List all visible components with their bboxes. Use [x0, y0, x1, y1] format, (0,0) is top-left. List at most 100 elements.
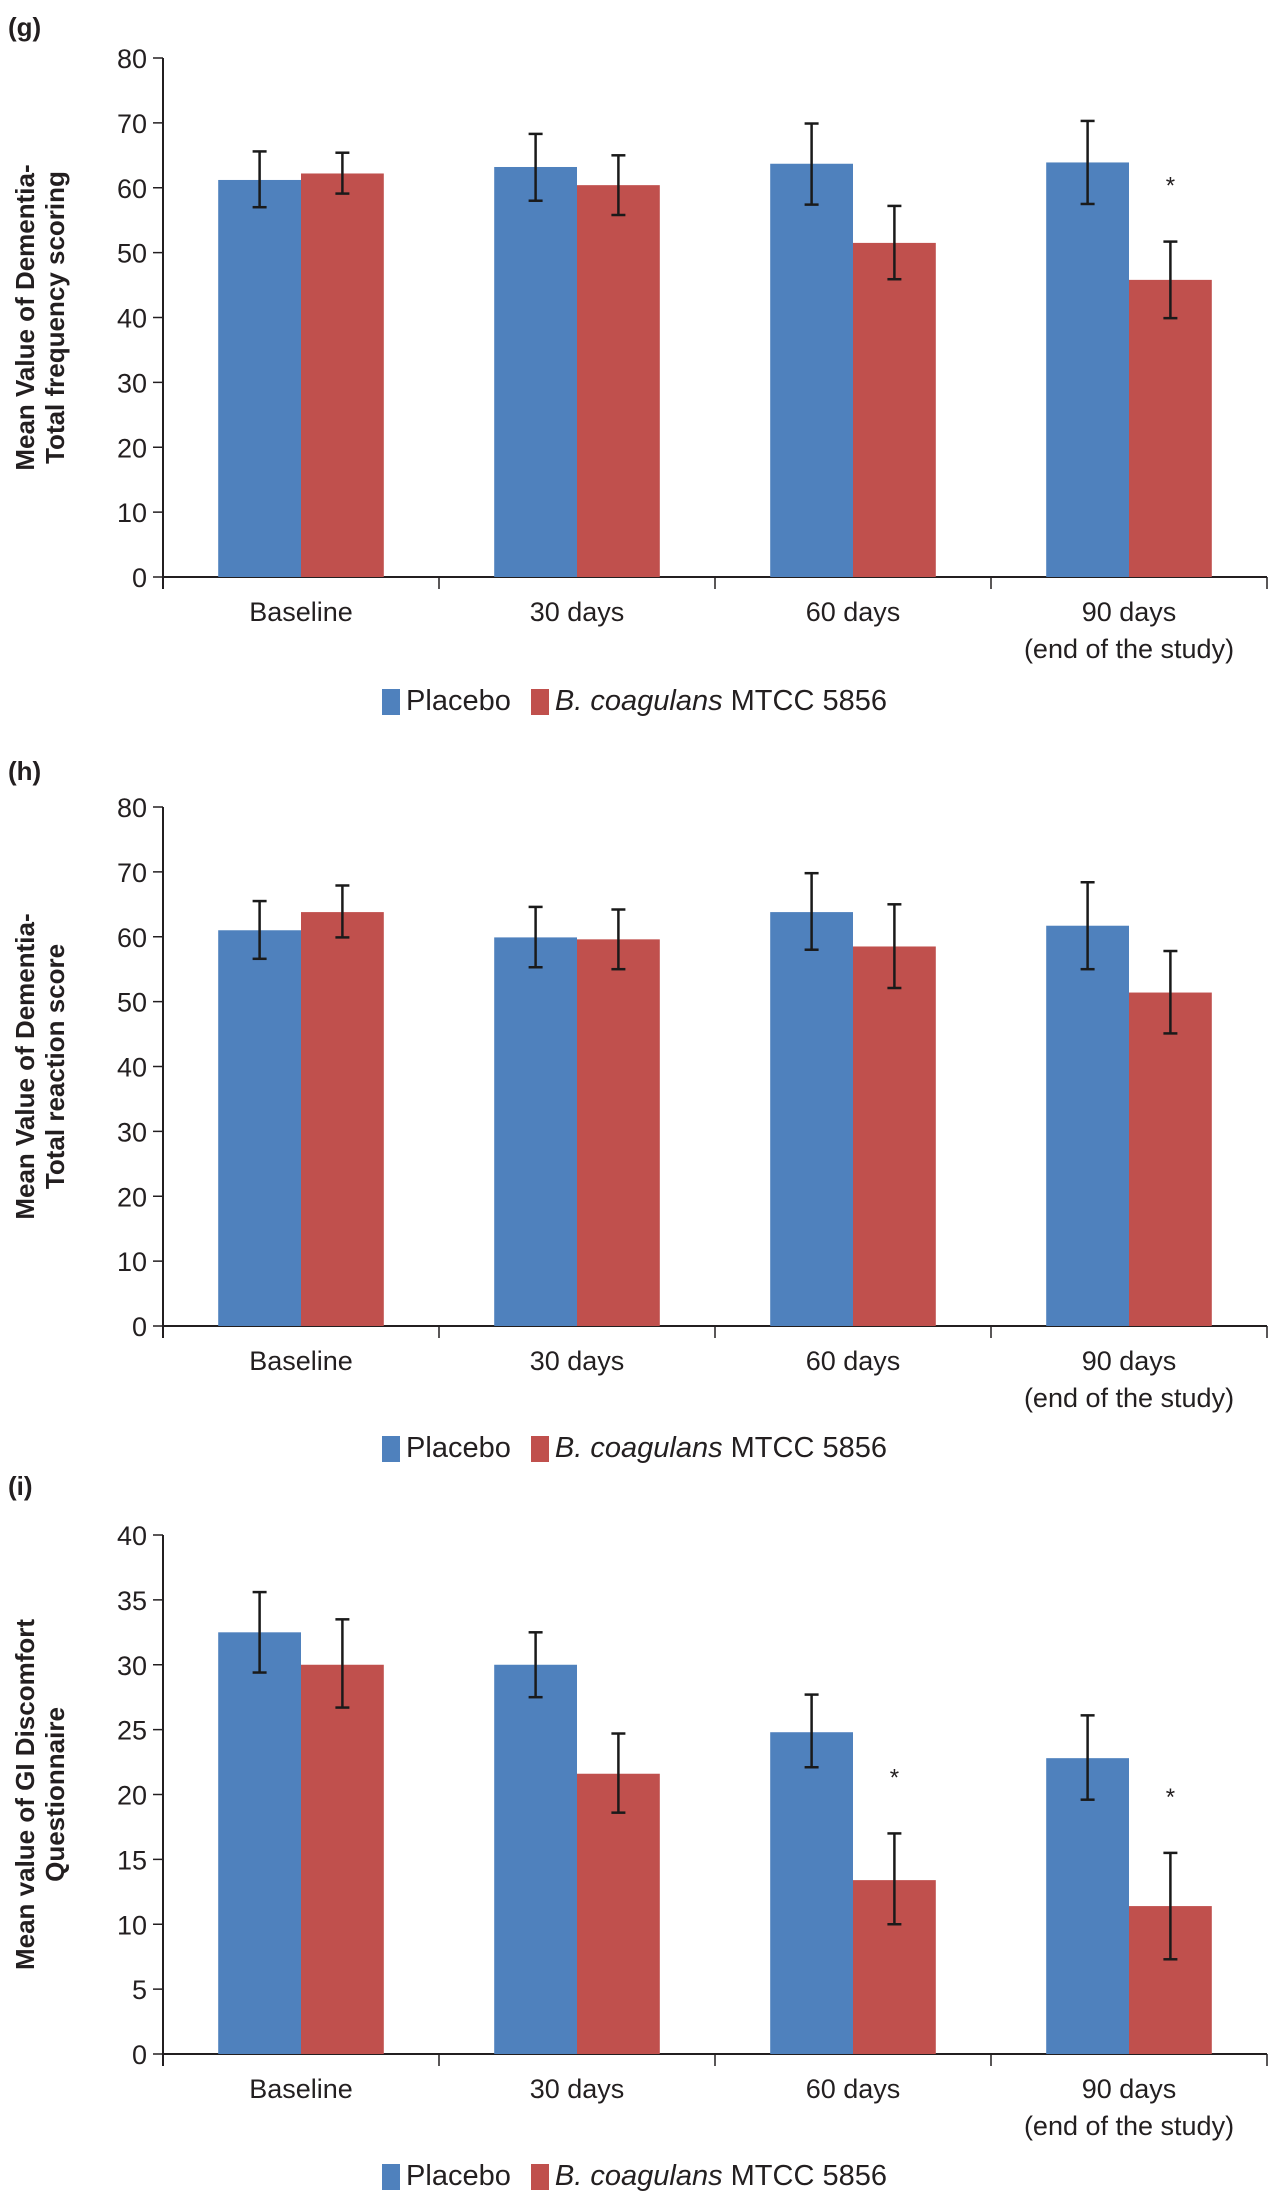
legend: Placebo B. coagulans MTCC 5856 — [0, 2160, 1269, 2198]
y-tick-label: 80 — [117, 44, 147, 74]
y-tick-label: 70 — [117, 109, 147, 139]
x-tick-label: Baseline — [249, 1346, 353, 1376]
y-tick-label: 40 — [117, 304, 147, 334]
bar-placebo — [770, 912, 853, 1326]
legend-item-treatment: B. coagulans MTCC 5856 — [530, 685, 887, 718]
x-tick-label: 90 days — [1082, 2074, 1177, 2104]
bar-placebo — [770, 163, 853, 577]
legend-label-treatment: B. coagulans MTCC 5856 — [555, 2160, 887, 2193]
significance-asterisk: * — [1166, 173, 1175, 200]
y-tick-label: 0 — [132, 1312, 147, 1342]
bar-treatment — [853, 242, 936, 578]
legend-label-treatment-rest: MTCC 5856 — [722, 685, 887, 717]
legend-label-treatment-italic: B. coagulans — [554, 2160, 723, 2192]
treatment-swatch-icon — [530, 688, 549, 715]
y-tick-label: 0 — [132, 563, 147, 593]
y-tick-label: 60 — [117, 923, 147, 953]
y-axis-label: Total frequency scoring — [40, 171, 70, 464]
legend-label-treatment-rest: MTCC 5856 — [722, 1432, 887, 1464]
y-tick-label: 20 — [117, 1182, 147, 1212]
y-tick-label: 15 — [117, 1845, 147, 1875]
bar-treatment — [301, 912, 384, 1326]
y-tick-label: 80 — [117, 793, 147, 823]
legend-label-treatment: B. coagulans MTCC 5856 — [555, 685, 887, 718]
x-tick-label: (end of the study) — [1024, 634, 1234, 664]
treatment-swatch-icon — [530, 1435, 549, 1462]
bar-chart-h: Mean Value of Dementia- Total reaction sc… — [10, 793, 1268, 1413]
bar-placebo — [1046, 162, 1129, 578]
bar-treatment — [853, 946, 936, 1326]
legend: Placebo B. coagulans MTCC 5856 — [0, 1432, 1269, 1470]
panel-g: (g) Mean Value of Dementia- Total frequen… — [0, 0, 1269, 740]
placebo-swatch-icon — [382, 688, 401, 715]
bar-placebo — [218, 1632, 301, 2054]
x-tick-label: Baseline — [249, 2074, 353, 2104]
legend-label-treatment-italic: B. coagulans — [554, 685, 723, 717]
bar-treatment — [301, 1664, 384, 2054]
treatment-swatch-icon — [530, 2163, 549, 2190]
bar-placebo — [770, 1732, 853, 2054]
significance-asterisk: * — [1166, 1784, 1175, 1811]
legend-label-treatment-italic: B. coagulans — [554, 1432, 723, 1464]
y-tick-label: 20 — [117, 1781, 147, 1811]
legend-item-placebo: Placebo — [382, 1432, 511, 1465]
y-axis-label: Mean Value of Dementia- — [10, 913, 40, 1219]
bar-treatment — [577, 1773, 660, 2054]
panel-label: (i) — [8, 1471, 33, 1501]
y-axis-label: Mean Value of Dementia- — [10, 164, 40, 470]
y-tick-label: 30 — [117, 1651, 147, 1681]
bar-placebo — [1046, 925, 1129, 1326]
bar-placebo — [218, 930, 301, 1326]
bar-placebo — [494, 1664, 577, 2054]
panel-label: (h) — [8, 756, 42, 786]
legend: Placebo B. coagulans MTCC 5856 — [0, 685, 1269, 723]
legend-label-placebo: Placebo — [406, 2160, 511, 2192]
y-tick-label: 35 — [117, 1586, 147, 1616]
bar-treatment — [1129, 992, 1212, 1326]
panel-label: (g) — [8, 12, 42, 42]
y-tick-label: 50 — [117, 988, 147, 1018]
legend-item-placebo: Placebo — [382, 2160, 511, 2193]
x-tick-label: 60 days — [806, 2074, 901, 2104]
bar-placebo — [218, 179, 301, 577]
x-tick-label: Baseline — [249, 597, 353, 627]
y-tick-label: 10 — [117, 1910, 147, 1940]
panel-i: (i) Mean value of GI Discomfort Questionn… — [0, 1465, 1269, 2197]
placebo-swatch-icon — [382, 2163, 401, 2190]
bar-placebo — [1046, 1758, 1129, 2054]
placebo-swatch-icon — [382, 1435, 401, 1462]
legend-label-placebo: Placebo — [406, 1432, 511, 1464]
bar-chart-i: Mean value of GI Discomfort Questionnaire… — [10, 1521, 1268, 2141]
y-axis-label: Questionnaire — [40, 1707, 70, 1882]
y-tick-label: 25 — [117, 1716, 147, 1746]
bar-chart-g: Mean Value of Dementia- Total frequency s… — [10, 44, 1268, 664]
x-tick-label: (end of the study) — [1024, 1383, 1234, 1413]
bar-placebo — [494, 166, 577, 578]
x-tick-label: 60 days — [806, 1346, 901, 1376]
y-tick-label: 70 — [117, 858, 147, 888]
x-tick-label: 30 days — [530, 597, 625, 627]
x-tick-label: 90 days — [1082, 597, 1177, 627]
bar-treatment — [1129, 279, 1212, 577]
y-tick-label: 5 — [132, 1975, 147, 2005]
y-tick-label: 30 — [117, 1117, 147, 1147]
x-tick-label: (end of the study) — [1024, 2111, 1234, 2141]
y-axis-label: Mean value of GI Discomfort — [10, 1619, 40, 1970]
y-tick-label: 40 — [117, 1053, 147, 1083]
significance-asterisk: * — [890, 1764, 899, 1791]
legend-label-treatment: B. coagulans MTCC 5856 — [555, 1432, 887, 1465]
bar-treatment — [577, 939, 660, 1326]
bar-treatment — [301, 173, 384, 578]
bar-placebo — [494, 937, 577, 1326]
y-tick-label: 10 — [117, 1247, 147, 1277]
y-tick-label: 10 — [117, 498, 147, 528]
legend-item-treatment: B. coagulans MTCC 5856 — [530, 2160, 887, 2193]
legend-label-placebo: Placebo — [406, 685, 511, 717]
y-axis-label: Total reaction score — [40, 944, 70, 1189]
y-tick-label: 30 — [117, 368, 147, 398]
x-tick-label: 90 days — [1082, 1346, 1177, 1376]
y-tick-label: 0 — [132, 2040, 147, 2070]
bar-treatment — [577, 185, 660, 577]
panel-h: (h) Mean Value of Dementia- Total reactio… — [0, 750, 1269, 1490]
y-tick-label: 20 — [117, 433, 147, 463]
